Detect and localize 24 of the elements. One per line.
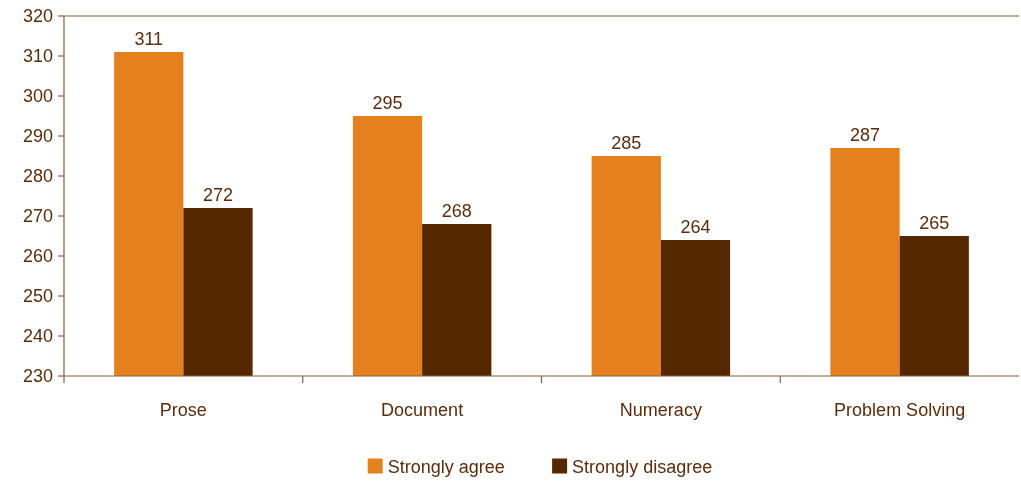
- x-tick-label: Problem Solving: [834, 400, 966, 420]
- y-tick-label: 320: [22, 6, 53, 27]
- y-tick-label: 240: [22, 326, 53, 347]
- y-tick-label: 250: [22, 286, 53, 307]
- x-tick-label: Document: [381, 400, 464, 420]
- data-label: 268: [441, 201, 472, 221]
- y-tick-label: 310: [22, 46, 53, 67]
- legend-label: Strongly agree: [387, 457, 505, 478]
- data-label: 285: [611, 133, 642, 153]
- data-label: 272: [202, 185, 234, 205]
- y-tick-label: 260: [22, 246, 53, 267]
- y-tick-label: 300: [22, 86, 53, 107]
- x-tick-label: Prose: [159, 400, 207, 420]
- y-tick-label: 230: [22, 366, 53, 387]
- y-tick-label: 270: [22, 206, 53, 227]
- data-label: 295: [372, 93, 403, 113]
- data-label: 265: [919, 213, 950, 233]
- y-tick-label: 290: [22, 126, 53, 147]
- data-label: 264: [680, 217, 711, 237]
- data-label: 287: [849, 125, 881, 145]
- y-tick-label: 280: [22, 166, 53, 187]
- legend-label: Strongly disagree: [572, 457, 713, 478]
- data-label: 311: [134, 29, 164, 49]
- x-tick-label: Numeracy: [619, 400, 702, 420]
